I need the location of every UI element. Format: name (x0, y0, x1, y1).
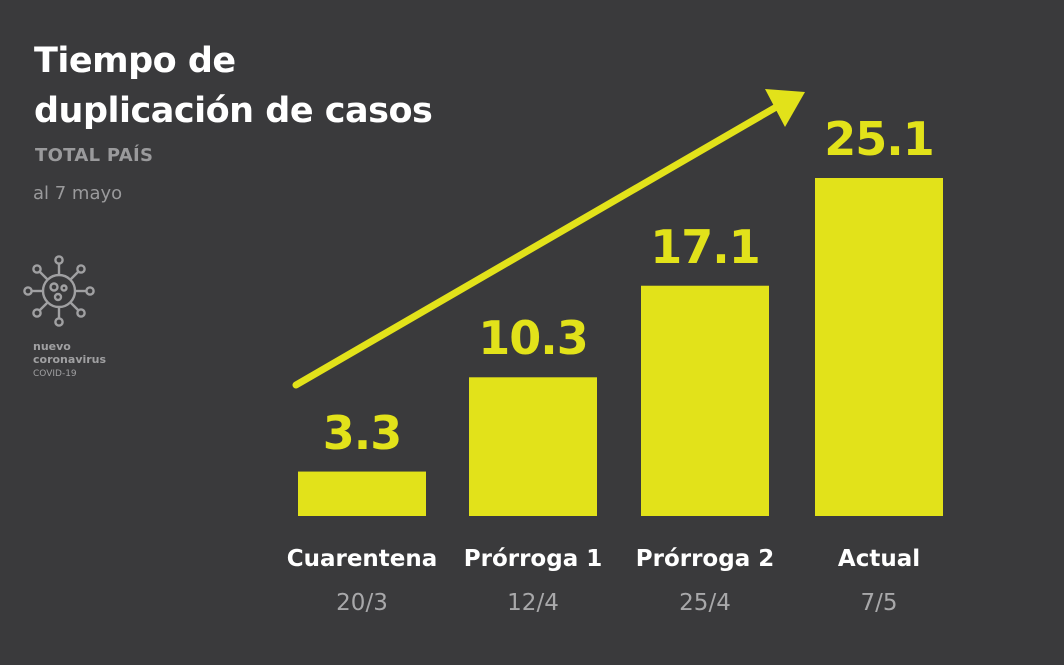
category-label-2: Prórroga 1 (463, 546, 603, 572)
chart-title: Tiempo de duplicación de casos (34, 36, 433, 136)
logo-line-3: COVID-19 (33, 369, 77, 379)
logo-line-1: nuevo (33, 340, 71, 353)
bar-1 (298, 471, 426, 516)
logo-text: nuevo coronavirus COVID-19 (33, 340, 106, 381)
category-date-1: 20/3 (336, 590, 388, 616)
bar-value-label-1: 3.3 (322, 405, 403, 460)
bar-2 (469, 377, 597, 516)
trend-arrow-line (292, 102, 782, 389)
bar-value-label-4: 25.1 (824, 112, 935, 166)
title-line-2: duplicación de casos (34, 91, 433, 131)
category-date-3: 25/4 (679, 590, 731, 616)
bar-value-label-2: 10.3 (478, 311, 589, 366)
category-date-2: 12/4 (507, 590, 559, 616)
logo-line-2: coronavirus (33, 353, 107, 366)
date-note: al 7 mayo (33, 183, 123, 204)
title-line-1: Tiempo de (34, 41, 236, 81)
category-date-4: 7/5 (860, 590, 898, 616)
trend-arrow-head-icon (765, 89, 805, 127)
category-label-3: Prórroga 2 (635, 546, 775, 572)
virus-icon (23, 255, 95, 327)
bar-value-label-3: 17.1 (650, 219, 761, 274)
category-label-4: Actual (837, 546, 921, 572)
bar-4 (815, 178, 943, 516)
chart-subtitle: TOTAL PAÍS (35, 145, 154, 166)
category-label-1: Cuarentena (286, 546, 438, 572)
bar-3 (641, 285, 769, 516)
